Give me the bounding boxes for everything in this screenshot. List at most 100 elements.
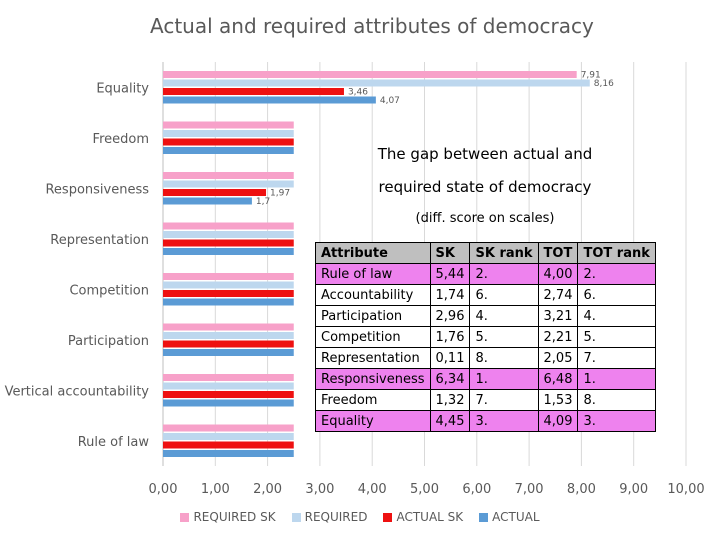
legend-swatch bbox=[180, 513, 190, 522]
bar bbox=[163, 138, 294, 146]
legend-item: ACTUAL SK bbox=[383, 510, 463, 524]
category-label: Participation bbox=[68, 334, 149, 349]
data-label: 4,07 bbox=[380, 96, 400, 106]
cell-tot-rank: 2. bbox=[577, 263, 656, 285]
category-label: Vertical accountability bbox=[5, 384, 150, 399]
header-tot: TOT bbox=[537, 242, 579, 264]
category-label: Responsiveness bbox=[45, 182, 149, 197]
bar bbox=[163, 79, 590, 87]
gap-table: Attribute SK SK rank TOT TOT rank Rule o… bbox=[315, 242, 656, 432]
cell-sk: 0,11 bbox=[429, 347, 471, 369]
cell-tot-rank: 4. bbox=[577, 305, 656, 327]
x-tick-label: 6,00 bbox=[462, 482, 491, 497]
cell-sk-rank: 8. bbox=[469, 347, 539, 369]
data-label: 1,7 bbox=[256, 197, 270, 207]
cell-sk-rank: 7. bbox=[469, 389, 539, 411]
cell-tot-rank: 1. bbox=[577, 368, 656, 390]
bar bbox=[163, 374, 294, 381]
gap-title-line1: The gap between actual and bbox=[377, 145, 593, 163]
cell-attribute: Equality bbox=[315, 410, 431, 432]
bar bbox=[163, 147, 294, 154]
cell-tot: 2,74 bbox=[537, 284, 579, 306]
chart-title: Actual and required attributes of democr… bbox=[150, 14, 594, 38]
x-tick-label: 4,00 bbox=[358, 482, 387, 497]
x-tick-label: 10,00 bbox=[667, 482, 704, 497]
legend-swatch bbox=[383, 513, 393, 522]
bar bbox=[163, 273, 294, 280]
category-label: Representation bbox=[50, 233, 149, 248]
category-label: Equality bbox=[96, 81, 149, 96]
bar bbox=[163, 290, 294, 297]
cell-attribute: Accountability bbox=[315, 284, 431, 306]
bar bbox=[163, 172, 294, 179]
cell-tot: 2,21 bbox=[537, 326, 579, 348]
cell-sk-rank: 3. bbox=[469, 410, 539, 432]
bar bbox=[163, 96, 376, 104]
cell-sk-rank: 5. bbox=[469, 326, 539, 348]
cell-tot-rank: 5. bbox=[577, 326, 656, 348]
cell-attribute: Responsiveness bbox=[315, 368, 431, 390]
bar bbox=[163, 71, 577, 78]
cell-tot: 2,05 bbox=[537, 347, 579, 369]
legend-swatch bbox=[479, 513, 489, 522]
bar bbox=[163, 382, 294, 390]
table-row: Equality 4,45 3. 4,09 3. bbox=[315, 410, 656, 432]
bar bbox=[163, 197, 252, 205]
cell-sk: 1,76 bbox=[429, 326, 471, 348]
cell-sk-rank: 2. bbox=[469, 263, 539, 285]
chart-legend: REQUIRED SK REQUIRED ACTUAL SK ACTUAL bbox=[0, 510, 720, 524]
x-tick-label: 5,00 bbox=[410, 482, 439, 497]
legend-label: ACTUAL bbox=[492, 510, 540, 524]
table-row: Responsiveness 6,34 1. 6,48 1. bbox=[315, 368, 656, 390]
gap-table-header: Attribute SK SK rank TOT TOT rank bbox=[315, 242, 656, 264]
bar bbox=[163, 222, 294, 230]
table-row: Competition 1,76 5. 2,21 5. bbox=[315, 326, 656, 348]
data-label: 1,97 bbox=[270, 189, 290, 199]
gap-subtitle: (diff. score on scales) bbox=[415, 211, 555, 226]
bar bbox=[163, 424, 294, 432]
bar bbox=[163, 248, 294, 255]
header-attribute: Attribute bbox=[315, 242, 431, 264]
cell-attribute: Freedom bbox=[315, 389, 431, 411]
header-tot-rank: TOT rank bbox=[577, 242, 656, 264]
bar bbox=[163, 239, 294, 247]
bar bbox=[163, 88, 344, 95]
gap-title-line2: required state of democracy bbox=[378, 178, 592, 196]
data-label: 3,46 bbox=[348, 88, 368, 98]
cell-tot-rank: 8. bbox=[577, 389, 656, 411]
cell-sk: 6,34 bbox=[429, 368, 471, 390]
bar bbox=[163, 130, 294, 137]
bar bbox=[163, 231, 294, 238]
x-tick-label: 2,00 bbox=[253, 482, 282, 497]
x-tick-label: 3,00 bbox=[305, 482, 334, 497]
bar bbox=[163, 433, 294, 440]
legend-swatch bbox=[291, 513, 301, 522]
cell-tot-rank: 7. bbox=[577, 347, 656, 369]
cell-tot-rank: 3. bbox=[577, 410, 656, 432]
cell-attribute: Competition bbox=[315, 326, 431, 348]
cell-sk: 4,45 bbox=[429, 410, 471, 432]
bar bbox=[163, 298, 294, 306]
cell-tot: 1,53 bbox=[537, 389, 579, 411]
data-label: 7,91 bbox=[581, 71, 601, 81]
bar bbox=[163, 180, 294, 188]
table-row: Accountability 1,74 6. 2,74 6. bbox=[315, 284, 656, 306]
bar bbox=[163, 441, 294, 449]
cell-attribute: Participation bbox=[315, 305, 431, 327]
cell-sk: 2,96 bbox=[429, 305, 471, 327]
bar bbox=[163, 450, 294, 457]
bar bbox=[163, 121, 294, 129]
cell-sk: 1,74 bbox=[429, 284, 471, 306]
bar bbox=[163, 189, 267, 196]
category-label: Competition bbox=[69, 283, 149, 298]
cell-tot: 4,09 bbox=[537, 410, 579, 432]
table-row: Freedom 1,32 7. 1,53 8. bbox=[315, 389, 656, 411]
cell-sk-rank: 6. bbox=[469, 284, 539, 306]
legend-item: REQUIRED SK bbox=[180, 510, 276, 524]
bar bbox=[163, 323, 294, 331]
bar bbox=[163, 349, 294, 356]
x-tick-label: 7,00 bbox=[515, 482, 544, 497]
x-tick-label: 9,00 bbox=[619, 482, 648, 497]
bar bbox=[163, 391, 294, 398]
